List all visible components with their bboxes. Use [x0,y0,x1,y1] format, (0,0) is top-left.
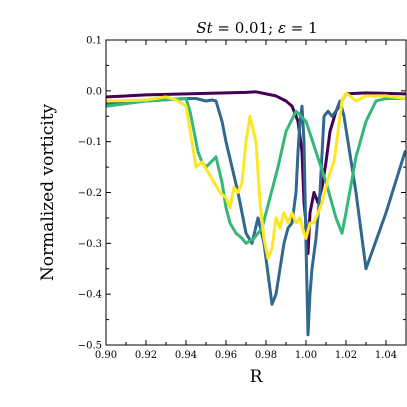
title-eps-value: = 1 [286,19,318,37]
y-tick-label: −0.3 [78,239,102,250]
title-st-value: = 0.01; [213,19,278,37]
x-tick-label: 0.92 [135,350,157,361]
y-tick-label: −0.2 [78,188,102,199]
title-st: St [196,19,213,37]
x-tick-label: 1.00 [295,350,317,361]
y-tick-label: −0.4 [78,290,102,301]
y-tick-label: 0.0 [86,86,102,97]
y-tick-label: 0.1 [86,36,102,47]
x-tick-label: 0.90 [95,350,117,361]
series-line-3 [105,97,407,245]
plot-frame [105,39,407,346]
x-tick-label: 0.96 [215,350,237,361]
x-tick-label: 1.02 [335,350,357,361]
x-tick-label: 0.98 [255,350,277,361]
title-eps: ε [278,19,286,37]
series-line-2 [105,97,407,337]
x-tick-label: 0.94 [175,350,197,361]
y-tick-label: −0.1 [78,137,102,148]
x-axis-label: R [250,367,264,387]
series-layer [105,90,407,337]
y-axis-label: Normalized vorticity [38,103,58,281]
series-line-4 [105,91,407,261]
y-tick-label: −0.5 [78,341,102,352]
x-tick-label: 1.04 [375,350,397,361]
chart-title: St = 0.01; ε = 1 [196,19,317,37]
